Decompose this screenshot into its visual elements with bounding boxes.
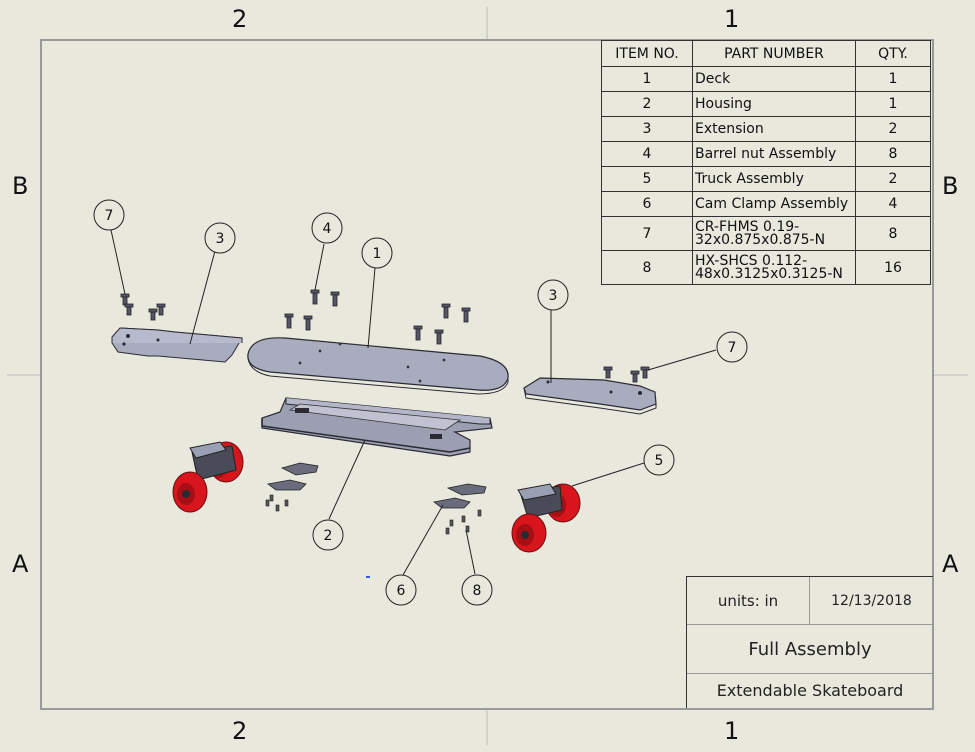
balloon-4: 4	[311, 212, 343, 244]
balloon-8: 8	[461, 574, 493, 606]
bom-header-qty: QTY.	[855, 40, 931, 67]
balloon-7-left: 7	[93, 199, 125, 231]
bom-header-part: PART NUMBER	[692, 40, 856, 67]
bill-of-materials: ITEM NO. PART NUMBER QTY. 1 Deck 1 2 Housin…	[601, 40, 931, 285]
svg-text:3: 3	[549, 288, 558, 304]
zone-left-b: B	[12, 172, 29, 200]
bom-row: 5 Truck Assembly 2	[601, 166, 931, 192]
zone-left-a: A	[12, 550, 29, 578]
bom-header-item: ITEM NO.	[601, 40, 693, 67]
truck-right	[511, 483, 581, 553]
bom-row: 3 Extension 2	[601, 116, 931, 142]
zone-bottom-1: 1	[724, 717, 740, 745]
zone-bottom-2: 2	[232, 717, 248, 745]
balloon-6: 6	[385, 574, 417, 606]
project-name: Extendable Skateboard	[716, 681, 904, 700]
bom-row: 8 HX-SHCS 0.112- 48x0.3125x0.3125-N 16	[601, 250, 931, 285]
zone-top-1: 1	[724, 5, 740, 33]
svg-text:4: 4	[323, 221, 332, 237]
extension-right	[523, 377, 657, 415]
extension-left	[111, 327, 243, 363]
svg-text:2: 2	[324, 528, 333, 544]
truck-left	[172, 441, 244, 513]
title-block: units: in 12/13/2018 Full Assembly Exten…	[686, 576, 933, 708]
drawing-border	[40, 39, 934, 710]
zone-right-a: A	[942, 550, 959, 578]
svg-text:6: 6	[397, 583, 406, 599]
bom-row: 2 Housing 1	[601, 91, 931, 117]
svg-text:7: 7	[728, 340, 737, 356]
svg-text:8: 8	[473, 583, 482, 599]
balloon-5: 5	[643, 444, 675, 476]
balloon-1: 1	[361, 237, 393, 269]
svg-text:5: 5	[655, 453, 664, 469]
bom-row: 4 Barrel nut Assembly 8	[601, 141, 931, 167]
bom-row: 6 Cam Clamp Assembly 4	[601, 191, 931, 217]
cam-clamps	[267, 462, 487, 509]
date-label: 12/13/2018	[810, 577, 933, 625]
zone-top-2: 2	[232, 5, 248, 33]
bom-row: 7 CR-FHMS 0.19- 32x0.875x0.875-N 8	[601, 216, 931, 251]
balloon-2: 2	[312, 519, 344, 551]
balloon-7-right: 7	[716, 331, 748, 363]
drawing-title: Full Assembly	[687, 625, 933, 674]
screws	[120, 289, 650, 383]
deck	[247, 337, 509, 395]
units-label: units: in	[687, 577, 810, 625]
bom-row: 1 Deck 1	[601, 66, 931, 92]
svg-text:1: 1	[373, 246, 382, 262]
housing	[261, 397, 493, 457]
balloon-3-right: 3	[537, 279, 569, 311]
svg-text:3: 3	[216, 231, 225, 247]
svg-text:7: 7	[105, 208, 114, 224]
small-screws	[265, 494, 482, 535]
bom-header-row: ITEM NO. PART NUMBER QTY.	[601, 40, 931, 67]
balloon-3-left: 3	[204, 222, 236, 254]
leader-lines	[110, 229, 717, 576]
zone-right-b: B	[942, 172, 959, 200]
